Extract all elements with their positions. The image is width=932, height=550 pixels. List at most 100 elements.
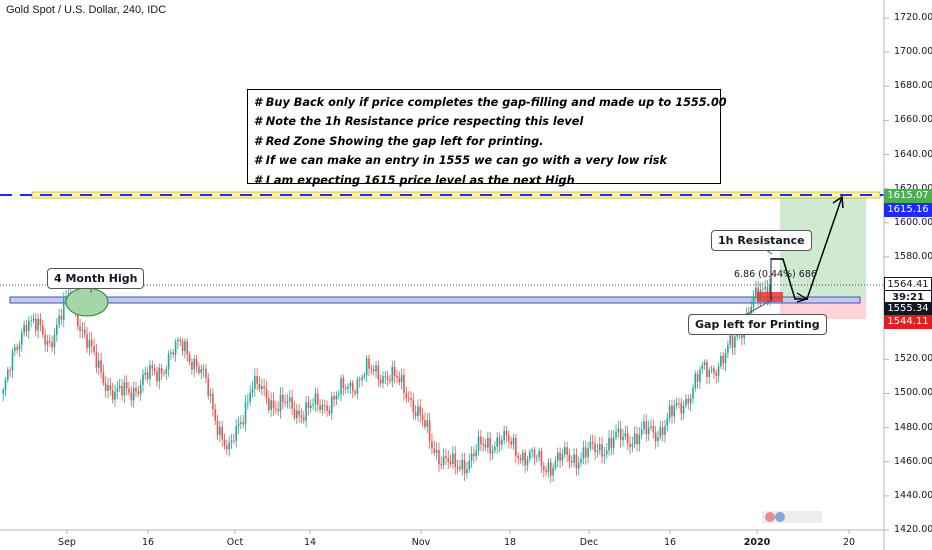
candles-group (2, 278, 771, 484)
candle-body (531, 449, 533, 452)
candle-body (650, 426, 652, 428)
candle-body (419, 406, 422, 416)
candle-body (398, 377, 401, 383)
candle-body (671, 405, 673, 417)
candle-body (393, 366, 396, 377)
candle-body (386, 376, 389, 380)
candle-body (233, 440, 235, 442)
candle-body (477, 436, 480, 451)
candle-body (312, 404, 314, 406)
projection-path (771, 196, 843, 300)
candle-body (235, 426, 238, 441)
candle-body (414, 412, 417, 417)
candle-body (645, 421, 648, 435)
price-tick-label: 1700.00 (894, 46, 932, 58)
candle-body (568, 454, 571, 462)
candle-body (274, 408, 277, 410)
candle-body (589, 441, 592, 449)
price-tick-label: 1500.00 (894, 387, 932, 399)
candle-body (100, 360, 102, 373)
price-tick-label: 1680.00 (894, 80, 932, 92)
candle-body (717, 366, 720, 376)
candle-body (300, 415, 303, 418)
down-arrowhead (796, 292, 809, 303)
candle-body (142, 374, 144, 386)
candle-body (160, 367, 163, 374)
analysis-notes-box[interactable]: # Buy Back only if price completes the g… (247, 89, 727, 187)
four-month-high-callout[interactable]: 4 Month High (47, 268, 145, 289)
candle-body (340, 378, 342, 395)
gap-printing-callout[interactable]: Gap left for Printing (688, 314, 827, 335)
candle-body (706, 361, 708, 377)
candle-body (633, 433, 636, 445)
candle-body (715, 373, 718, 376)
candle-body (4, 379, 7, 391)
candle-body (379, 379, 382, 384)
candle-body (118, 385, 121, 389)
candle-body (687, 398, 690, 404)
time-tick-label: 20 (842, 537, 856, 548)
candle-body (549, 462, 552, 476)
candle-body (288, 397, 291, 402)
candle-body (195, 359, 198, 367)
candle-body (305, 402, 307, 421)
resistance-1h-callout[interactable]: 1h Resistance (711, 230, 812, 251)
candle-body (62, 299, 65, 320)
candle-body (542, 465, 545, 471)
candle-body (212, 393, 214, 410)
candle-body (769, 285, 771, 299)
candle-body (573, 454, 575, 463)
candle-body (396, 376, 398, 378)
candle-body (377, 365, 380, 380)
candle-body (433, 448, 436, 453)
price-tick-label: 1460.00 (894, 455, 932, 467)
candle-body (284, 402, 286, 404)
candle-body (237, 423, 240, 427)
candle-body (268, 398, 270, 410)
candle-body (272, 400, 275, 409)
candle-body (459, 467, 461, 470)
candle-body (675, 402, 678, 406)
candle-body (151, 365, 154, 369)
time-tick-label: Oct (226, 537, 244, 548)
candle-body (97, 360, 100, 368)
candle-body (104, 383, 107, 391)
candle-body (344, 387, 347, 389)
candle-body (186, 341, 189, 355)
candle-body (244, 402, 247, 425)
candle-body (545, 470, 547, 473)
candle-body (640, 429, 643, 435)
candle-body (468, 460, 471, 470)
candle-body (643, 421, 645, 430)
gap-marker (757, 292, 783, 302)
candle-body (193, 359, 196, 370)
support-zone (9, 296, 861, 304)
candle-body (125, 382, 128, 389)
candle-body (326, 405, 328, 411)
candle-body (32, 318, 35, 321)
candle-body (321, 404, 324, 410)
candle-body (263, 386, 265, 389)
candle-body (431, 441, 433, 449)
candle-body (230, 440, 233, 443)
candle-body (424, 420, 426, 427)
candle-body (107, 385, 109, 391)
candle-body (209, 393, 212, 397)
candle-body (65, 297, 67, 300)
candle-body (23, 324, 25, 333)
candle-body (475, 450, 478, 457)
candle-body (261, 386, 263, 390)
candle-body (93, 345, 95, 353)
candle-body (624, 433, 627, 437)
candle-body (361, 376, 363, 380)
candle-body (291, 397, 293, 409)
candle-body (517, 455, 519, 459)
candle-body (508, 435, 510, 442)
candle-body (277, 409, 279, 412)
candle-body (81, 329, 84, 331)
candle-body (167, 353, 170, 370)
candle-body (699, 369, 701, 382)
candle-body (389, 379, 391, 382)
candle-body (163, 373, 165, 375)
